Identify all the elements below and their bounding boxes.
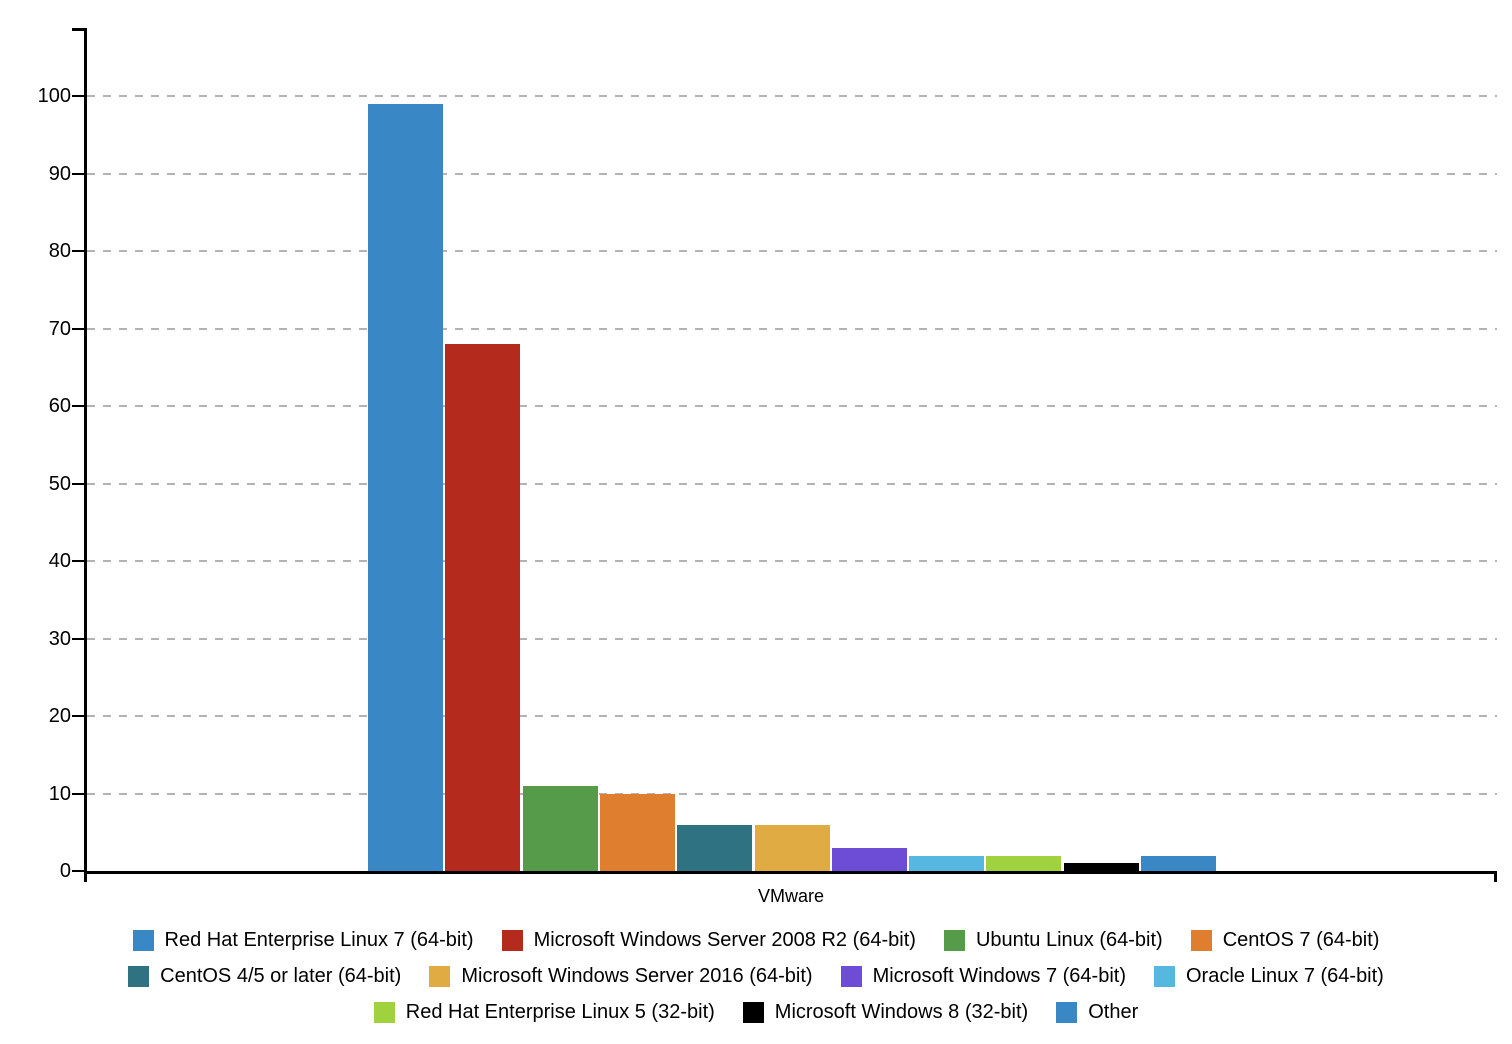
y-axis-tick-label-50: 50 [48, 472, 71, 495]
gridline-60 [87, 405, 1497, 407]
y-axis-tick-label-90: 90 [48, 162, 71, 185]
legend-swatch-icon [128, 965, 150, 987]
gridline-20 [87, 715, 1497, 717]
y-axis-tick-40 [72, 560, 84, 562]
gridline-100 [87, 95, 1497, 97]
gridline-10 [87, 792, 1497, 795]
bar-microsoft-windows-7-64-bit [832, 847, 907, 871]
legend-swatch-icon [840, 965, 862, 987]
gridline-80 [87, 250, 1497, 252]
legend-item: Red Hat Enterprise Linux 7 (64-bit) [132, 928, 474, 952]
bar-red-hat-enterprise-linux-7-64-bit [368, 103, 443, 871]
legend-label: Other [1088, 1000, 1139, 1023]
legend-row-3: Red Hat Enterprise Linux 5 (32-bit) Micro… [0, 994, 1512, 1030]
y-axis-top-cap [72, 28, 84, 31]
y-axis-tick-label-10: 10 [48, 782, 71, 805]
y-axis-tick-label-40: 40 [48, 550, 71, 572]
x-axis-category-label: VMware [757, 886, 824, 906]
legend-label: CentOS 4/5 or later (64-bit) [160, 964, 402, 987]
y-axis-tick-0 [72, 870, 84, 872]
x-axis-right-cap [1494, 871, 1497, 882]
legend-swatch-icon [429, 965, 451, 987]
gridline-40 [87, 560, 1497, 562]
gridline-50 [87, 482, 1497, 485]
y-axis-tick-label-30: 30 [48, 627, 71, 650]
legend-swatch-icon [1056, 1001, 1078, 1023]
bar-centos-7-64-bit [600, 793, 675, 871]
y-axis-tick-label-70: 70 [48, 317, 71, 340]
gridline-30 [87, 637, 1497, 640]
y-axis-tick-label-20: 20 [48, 705, 71, 727]
legend-swatch-icon [501, 929, 523, 951]
legend-swatch-icon [742, 1001, 764, 1023]
legend-item: Ubuntu Linux (64-bit) [943, 928, 1163, 952]
bar-microsoft-windows-server-2008-r2-64-bit [445, 344, 520, 871]
y-axis-tick-90 [72, 172, 84, 175]
bar-microsoft-windows-8-32-bit [1064, 863, 1139, 871]
x-axis-line [84, 871, 1497, 874]
bar-red-hat-enterprise-linux-5-32-bit [986, 855, 1061, 871]
legend-item: Microsoft Windows 8 (32-bit) [742, 1000, 1029, 1024]
legend-row-2: CentOS 4/5 or later (64-bit) Microsoft Wi… [0, 958, 1512, 994]
bar-oracle-linux-7-64-bit [909, 855, 984, 871]
legend-label: CentOS 7 (64-bit) [1222, 928, 1380, 951]
legend-item: CentOS 4/5 or later (64-bit) [128, 965, 401, 988]
y-axis-tick-label-60: 60 [48, 395, 71, 417]
plot-area: 0 10 20 30 40 50 60 70 80 90 100 [37, 28, 1497, 882]
y-axis-tick-30 [72, 637, 84, 640]
bar-other [1141, 855, 1216, 871]
y-axis-tick-70 [72, 327, 84, 330]
legend-item: CentOS 7 (64-bit) [1190, 928, 1380, 952]
y-axis-tick-20 [72, 715, 84, 717]
legend-item: Red Hat Enterprise Linux 5 (32-bit) [373, 1000, 715, 1024]
legend-item: Microsoft Windows Server 2008 R2 (64-bit… [501, 928, 916, 952]
y-axis-tick-100 [72, 95, 84, 97]
y-axis-line [84, 28, 87, 882]
legend-swatch-icon [1153, 965, 1175, 987]
y-axis-tick-80 [72, 250, 84, 252]
legend-swatch-icon [373, 1001, 395, 1023]
bar-ubuntu-linux-64-bit [523, 785, 598, 871]
gridline-70 [87, 327, 1497, 330]
legend-item: Microsoft Windows Server 2016 (64-bit) [429, 964, 813, 988]
legend-label: Red Hat Enterprise Linux 7 (64-bit) [164, 928, 474, 951]
legend-label: Ubuntu Linux (64-bit) [975, 928, 1163, 951]
bar-centos-4-5-or-later-64-bit [677, 824, 752, 871]
legend: Red Hat Enterprise Linux 7 (64-bit) Micro… [0, 922, 1512, 1030]
legend-item: Other [1056, 1001, 1138, 1024]
y-axis-tick-10 [72, 792, 84, 795]
legend-label: Microsoft Windows 8 (32-bit) [774, 1000, 1029, 1023]
legend-label: Red Hat Enterprise Linux 5 (32-bit) [405, 1000, 715, 1023]
legend-swatch-icon [943, 929, 965, 951]
legend-label: Microsoft Windows 7 (64-bit) [872, 964, 1126, 987]
legend-label: Microsoft Windows Server 2008 R2 (64-bit… [533, 928, 916, 951]
bar-microsoft-windows-server-2016-64-bit [755, 824, 830, 871]
legend-item: Oracle Linux 7 (64-bit) [1153, 964, 1384, 988]
legend-row-1: Red Hat Enterprise Linux 7 (64-bit) Micro… [0, 922, 1512, 958]
legend-swatch-icon [132, 929, 154, 951]
legend-swatch-icon [1190, 929, 1212, 951]
y-axis-tick-50 [72, 482, 84, 485]
legend-item: Microsoft Windows 7 (64-bit) [840, 964, 1126, 988]
legend-label: Oracle Linux 7 (64-bit) [1185, 964, 1384, 987]
y-axis-tick-label-80: 80 [48, 240, 71, 262]
legend-label: Microsoft Windows Server 2016 (64-bit) [461, 964, 813, 987]
gridline-90 [87, 172, 1497, 175]
y-axis-tick-60 [72, 405, 84, 407]
y-axis-tick-label-100: 100 [37, 85, 71, 107]
y-axis-tick-label-0: 0 [59, 860, 71, 882]
